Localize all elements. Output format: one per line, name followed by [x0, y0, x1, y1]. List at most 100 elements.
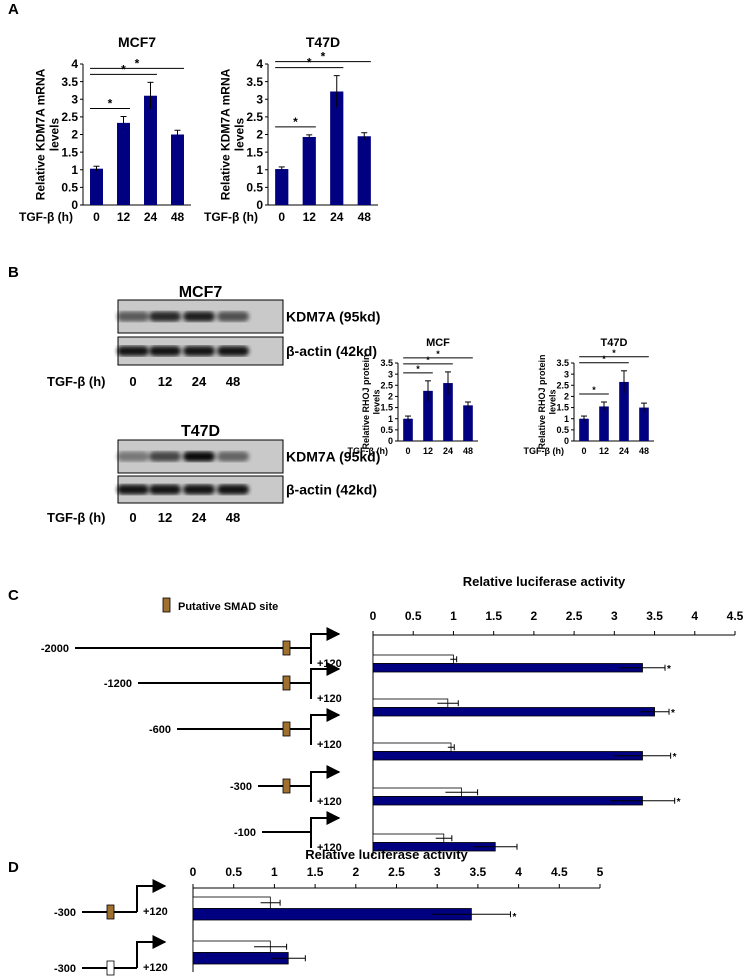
chart-title: Relative luciferase activity [463, 574, 626, 589]
y-tick-label: 1.5 [246, 145, 263, 159]
y-tick-label: 2 [256, 128, 263, 142]
blot-x-label: TGF-β (h) [47, 510, 105, 525]
x-axis-label: TGF-β (h) [19, 210, 73, 224]
significance-label: * [321, 50, 326, 64]
bar [619, 381, 629, 441]
x-tick-label: 1.5 [307, 865, 324, 879]
significance-label: * [307, 56, 312, 70]
chart-title: T47D [306, 34, 340, 50]
chart-title: MCF7 [118, 34, 156, 50]
y-tick-label: 2.5 [246, 110, 263, 124]
significance-label: * [426, 355, 430, 365]
bar [639, 407, 649, 441]
error-bar [174, 129, 181, 139]
y-tick-label: 0.5 [556, 425, 569, 435]
lane-label: 12 [158, 374, 172, 389]
y-tick-label: 0 [71, 198, 78, 212]
construct-start: -300 [230, 781, 252, 793]
tss-arrow [310, 627, 341, 664]
blot-band [183, 346, 215, 356]
x-tick-label: 1 [450, 609, 457, 623]
legend-label: Putative SMAD site [178, 601, 278, 613]
significance-label: * [512, 912, 516, 923]
x-tick-label: 0.5 [405, 609, 422, 623]
error-bar [361, 132, 368, 140]
bar [302, 136, 316, 205]
blot-band [183, 484, 215, 495]
y-tick-label: 0 [388, 436, 393, 446]
error-bar [614, 752, 672, 759]
y-tick-label: 1 [388, 414, 393, 424]
bar [372, 833, 445, 843]
construct-end: +120 [317, 693, 342, 705]
x-tick-label: 0 [581, 446, 586, 456]
bar [372, 751, 643, 761]
bar [330, 91, 344, 205]
y-tick-label: 1 [564, 414, 569, 424]
error-bar [425, 380, 431, 401]
bar [372, 707, 655, 717]
error-bar [432, 911, 511, 918]
y-tick-label: 4 [71, 57, 78, 71]
bar [275, 169, 289, 205]
smad-site [106, 960, 115, 976]
construct-start: -300 [54, 907, 76, 919]
x-tick-label: 48 [639, 446, 649, 456]
smad-site [106, 904, 115, 920]
y-axis-label-line: Relative KDM7A mRNA [34, 68, 48, 200]
blot-band [117, 346, 149, 356]
error-bar [437, 700, 459, 707]
construct-end: +120 [143, 906, 168, 918]
significance-label: * [293, 115, 298, 129]
y-axis-label-line: Relative KDM7A mRNA [219, 68, 233, 200]
x-tick-label: 5 [597, 865, 604, 879]
construct-start: -100 [234, 827, 256, 839]
x-tick-label: 2 [531, 609, 538, 623]
chart-title: MCF [426, 337, 450, 349]
blot-band [149, 346, 181, 356]
significance-label: * [673, 752, 677, 763]
y-tick-label: 1.5 [61, 145, 78, 159]
chart-title: T47D [601, 337, 628, 349]
error-bar [445, 371, 451, 395]
bar [579, 418, 589, 441]
x-axis-label: TGF-β (h) [524, 446, 564, 456]
error-bar [621, 370, 627, 394]
error-bar [120, 116, 127, 130]
significance-label: * [121, 62, 126, 76]
blot-band [149, 484, 181, 495]
blot-band [117, 451, 149, 462]
bar [90, 168, 103, 205]
significance-label: * [135, 56, 140, 70]
x-tick-label: 4 [691, 609, 698, 623]
y-tick-label: 3.5 [246, 75, 263, 89]
x-tick-label: 0 [370, 609, 377, 623]
y-axis-label: Relative KDM7A mRNAlevels [219, 68, 247, 200]
error-bar [254, 943, 288, 950]
x-tick-label: 2.5 [566, 609, 583, 623]
error-bar [450, 656, 458, 663]
x-tick-label: 0 [405, 446, 410, 456]
x-tick-label: 12 [117, 210, 131, 224]
blot-x-label: TGF-β (h) [47, 374, 105, 389]
significance-label: * [612, 348, 616, 358]
y-axis-label: Relative KDM7A mRNAlevels [34, 68, 62, 200]
y-tick-label: 3 [71, 92, 78, 106]
x-tick-label: 0.5 [225, 865, 242, 879]
y-tick-label: 3 [564, 369, 569, 379]
lane-label: 0 [129, 510, 136, 525]
y-tick-label: 0.5 [61, 181, 78, 195]
construct-start: -300 [54, 963, 76, 975]
blot-band [217, 451, 249, 462]
bar [443, 383, 453, 441]
x-tick-label: 24 [330, 210, 344, 224]
error-bar [435, 835, 453, 842]
error-bar [260, 899, 281, 906]
bar [372, 663, 643, 673]
bar [403, 418, 413, 441]
error-bar [581, 415, 587, 422]
error-bar [333, 75, 340, 108]
bar [372, 654, 454, 664]
construct-end: +120 [143, 962, 168, 974]
x-tick-label: 0 [93, 210, 100, 224]
